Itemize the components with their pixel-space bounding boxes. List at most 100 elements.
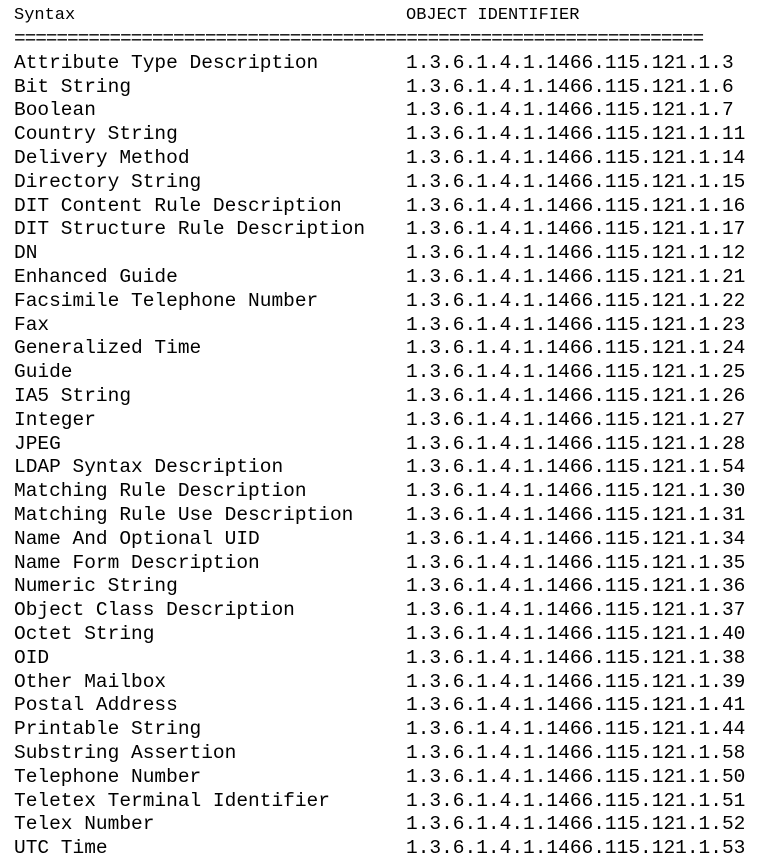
object-identifier: 1.3.6.1.4.1.1466.115.121.1.52 [406,813,746,836]
syntax-name: DIT Content Rule Description [14,194,342,217]
table-row: Substring Assertion 1.3.6.1.4.1.1466.115.… [14,742,759,766]
object-identifier: 1.3.6.1.4.1.1466.115.121.1.6 [406,75,734,98]
table-row: IA5 String 1.3.6.1.4.1.1466.115.121.1.26 [14,385,759,409]
syntax-name: Other Mailbox [14,670,167,693]
object-identifier: 1.3.6.1.4.1.1466.115.121.1.3 [406,51,734,74]
syntax-name: IA5 String [14,384,132,407]
table-row: Delivery Method 1.3.6.1.4.1.1466.115.121.… [14,147,759,171]
object-identifier: 1.3.6.1.4.1.1466.115.121.1.21 [406,265,746,288]
table-row: Telephone Number 1.3.6.1.4.1.1466.115.121… [14,766,759,790]
object-identifier: 1.3.6.1.4.1.1466.115.121.1.25 [406,361,746,384]
table-row: Generalized Time 1.3.6.1.4.1.1466.115.121… [14,337,759,361]
object-identifier: 1.3.6.1.4.1.1466.115.121.1.12 [406,242,746,265]
table-header: Syntax OBJECT IDENTIFIER [14,4,759,28]
object-identifier: 1.3.6.1.4.1.1466.115.121.1.51 [406,789,746,812]
syntax-name: Enhanced Guide [14,265,178,288]
table-row: Other Mailbox 1.3.6.1.4.1.1466.115.121.1.… [14,671,759,695]
oid-column-header: OBJECT IDENTIFIER [406,6,580,25]
table-row: Printable String 1.3.6.1.4.1.1466.115.121… [14,718,759,742]
object-identifier: 1.3.6.1.4.1.1466.115.121.1.23 [406,313,746,336]
table-row: Postal Address 1.3.6.1.4.1.1466.115.121.1… [14,694,759,718]
table-row: Matching Rule Use Description 1.3.6.1.4.1… [14,504,759,528]
object-identifier: 1.3.6.1.4.1.1466.115.121.1.14 [406,146,746,169]
syntax-name: OID [14,646,50,669]
syntax-name: Matching Rule Use Description [14,503,354,526]
object-identifier: 1.3.6.1.4.1.1466.115.121.1.39 [406,670,746,693]
syntax-name: JPEG [14,432,61,455]
syntax-name: DIT Structure Rule Description [14,218,366,241]
table-row: LDAP Syntax Description 1.3.6.1.4.1.1466.… [14,456,759,480]
object-identifier: 1.3.6.1.4.1.1466.115.121.1.38 [406,646,746,669]
syntax-oid-table: Syntax OBJECT IDENTIFIER ===============… [14,4,759,861]
syntax-column-header: Syntax [14,6,76,25]
table-row: Boolean 1.3.6.1.4.1.1466.115.121.1.7 [14,99,759,123]
table-body: Attribute Type Description 1.3.6.1.4.1.14… [14,52,759,861]
object-identifier: 1.3.6.1.4.1.1466.115.121.1.24 [406,337,746,360]
object-identifier: 1.3.6.1.4.1.1466.115.121.1.50 [406,765,746,788]
syntax-name: Name Form Description [14,551,260,574]
syntax-name: Telephone Number [14,765,202,788]
table-row: Name Form Description 1.3.6.1.4.1.1466.11… [14,552,759,576]
table-row: DIT Structure Rule Description 1.3.6.1.4.… [14,218,759,242]
syntax-name: Postal Address [14,694,178,717]
table-row: JPEG 1.3.6.1.4.1.1466.115.121.1.28 [14,433,759,457]
syntax-name: Facsimile Telephone Number [14,289,319,312]
object-identifier: 1.3.6.1.4.1.1466.115.121.1.26 [406,384,746,407]
table-row: Country String 1.3.6.1.4.1.1466.115.121.1… [14,123,759,147]
syntax-name: Telex Number [14,813,155,836]
syntax-name: Country String [14,123,178,146]
table-row: Octet String 1.3.6.1.4.1.1466.115.121.1.4… [14,623,759,647]
table-row: Fax 1.3.6.1.4.1.1466.115.121.1.23 [14,314,759,338]
object-identifier: 1.3.6.1.4.1.1466.115.121.1.36 [406,575,746,598]
syntax-name: Object Class Description [14,599,295,622]
table-row: Guide 1.3.6.1.4.1.1466.115.121.1.25 [14,361,759,385]
object-identifier: 1.3.6.1.4.1.1466.115.121.1.7 [406,99,734,122]
syntax-name: LDAP Syntax Description [14,456,284,479]
syntax-name: Attribute Type Description [14,51,319,74]
object-identifier: 1.3.6.1.4.1.1466.115.121.1.35 [406,551,746,574]
table-row: UTC Time 1.3.6.1.4.1.1466.115.121.1.53 [14,837,759,861]
syntax-name: Octet String [14,622,155,645]
object-identifier: 1.3.6.1.4.1.1466.115.121.1.34 [406,527,746,550]
syntax-name: Matching Rule Description [14,480,307,503]
table-row: Bit String 1.3.6.1.4.1.1466.115.121.1.6 [14,76,759,100]
syntax-name: Delivery Method [14,146,190,169]
object-identifier: 1.3.6.1.4.1.1466.115.121.1.40 [406,622,746,645]
object-identifier: 1.3.6.1.4.1.1466.115.121.1.37 [406,599,746,622]
table-row: Name And Optional UID 1.3.6.1.4.1.1466.11… [14,528,759,552]
object-identifier: 1.3.6.1.4.1.1466.115.121.1.28 [406,432,746,455]
table-row: DN 1.3.6.1.4.1.1466.115.121.1.12 [14,242,759,266]
object-identifier: 1.3.6.1.4.1.1466.115.121.1.41 [406,694,746,717]
syntax-name: Guide [14,361,73,384]
table-row: Numeric String 1.3.6.1.4.1.1466.115.121.1… [14,575,759,599]
table-row: Matching Rule Description 1.3.6.1.4.1.146… [14,480,759,504]
table-row: OID 1.3.6.1.4.1.1466.115.121.1.38 [14,647,759,671]
object-identifier: 1.3.6.1.4.1.1466.115.121.1.31 [406,503,746,526]
object-identifier: 1.3.6.1.4.1.1466.115.121.1.30 [406,480,746,503]
table-row: Attribute Type Description 1.3.6.1.4.1.14… [14,52,759,76]
object-identifier: 1.3.6.1.4.1.1466.115.121.1.15 [406,170,746,193]
syntax-name: Teletex Terminal Identifier [14,789,330,812]
object-identifier: 1.3.6.1.4.1.1466.115.121.1.16 [406,194,746,217]
syntax-name: Integer [14,408,96,431]
header-divider: ========================================… [14,27,704,50]
syntax-name: Numeric String [14,575,178,598]
table-row: Enhanced Guide 1.3.6.1.4.1.1466.115.121.1… [14,266,759,290]
object-identifier: 1.3.6.1.4.1.1466.115.121.1.53 [406,837,746,860]
object-identifier: 1.3.6.1.4.1.1466.115.121.1.58 [406,741,746,764]
table-row: Facsimile Telephone Number 1.3.6.1.4.1.14… [14,290,759,314]
syntax-name: Substring Assertion [14,741,237,764]
table-row: Integer 1.3.6.1.4.1.1466.115.121.1.27 [14,409,759,433]
table-row: DIT Content Rule Description 1.3.6.1.4.1.… [14,195,759,219]
syntax-name: Generalized Time [14,337,202,360]
object-identifier: 1.3.6.1.4.1.1466.115.121.1.54 [406,456,746,479]
table-row: Telex Number 1.3.6.1.4.1.1466.115.121.1.5… [14,813,759,837]
syntax-name: DN [14,242,38,265]
syntax-name: UTC Time [14,837,108,860]
table-row: Teletex Terminal Identifier 1.3.6.1.4.1.1… [14,790,759,814]
object-identifier: 1.3.6.1.4.1.1466.115.121.1.17 [406,218,746,241]
object-identifier: 1.3.6.1.4.1.1466.115.121.1.44 [406,718,746,741]
syntax-name: Fax [14,313,50,336]
object-identifier: 1.3.6.1.4.1.1466.115.121.1.27 [406,408,746,431]
syntax-name: Name And Optional UID [14,527,260,550]
